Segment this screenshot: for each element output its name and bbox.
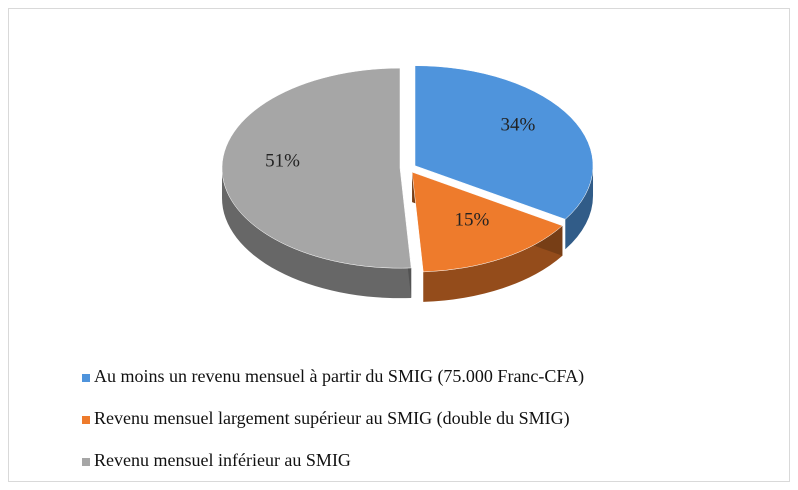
slice-top xyxy=(411,171,563,273)
slice-top xyxy=(414,65,594,220)
legend-label: Au moins un revenu mensuel à partir du S… xyxy=(94,366,584,387)
pie-slice xyxy=(414,65,594,250)
slice-side xyxy=(565,165,594,250)
legend-label: Revenu mensuel largement supérieur au SM… xyxy=(94,408,570,429)
pie-slice xyxy=(221,67,412,299)
legend-swatch xyxy=(82,416,90,424)
pie-slice xyxy=(411,171,563,302)
data-label: 34% xyxy=(501,114,536,135)
legend-swatch xyxy=(82,458,90,466)
data-label: 51% xyxy=(265,151,300,172)
slice-side xyxy=(222,168,412,299)
slice-side xyxy=(423,225,563,302)
legend-label: Revenu mensuel inférieur au SMIG xyxy=(94,450,351,470)
legend-swatch xyxy=(82,374,90,382)
data-label: 15% xyxy=(454,209,489,230)
slice-top xyxy=(221,67,412,269)
